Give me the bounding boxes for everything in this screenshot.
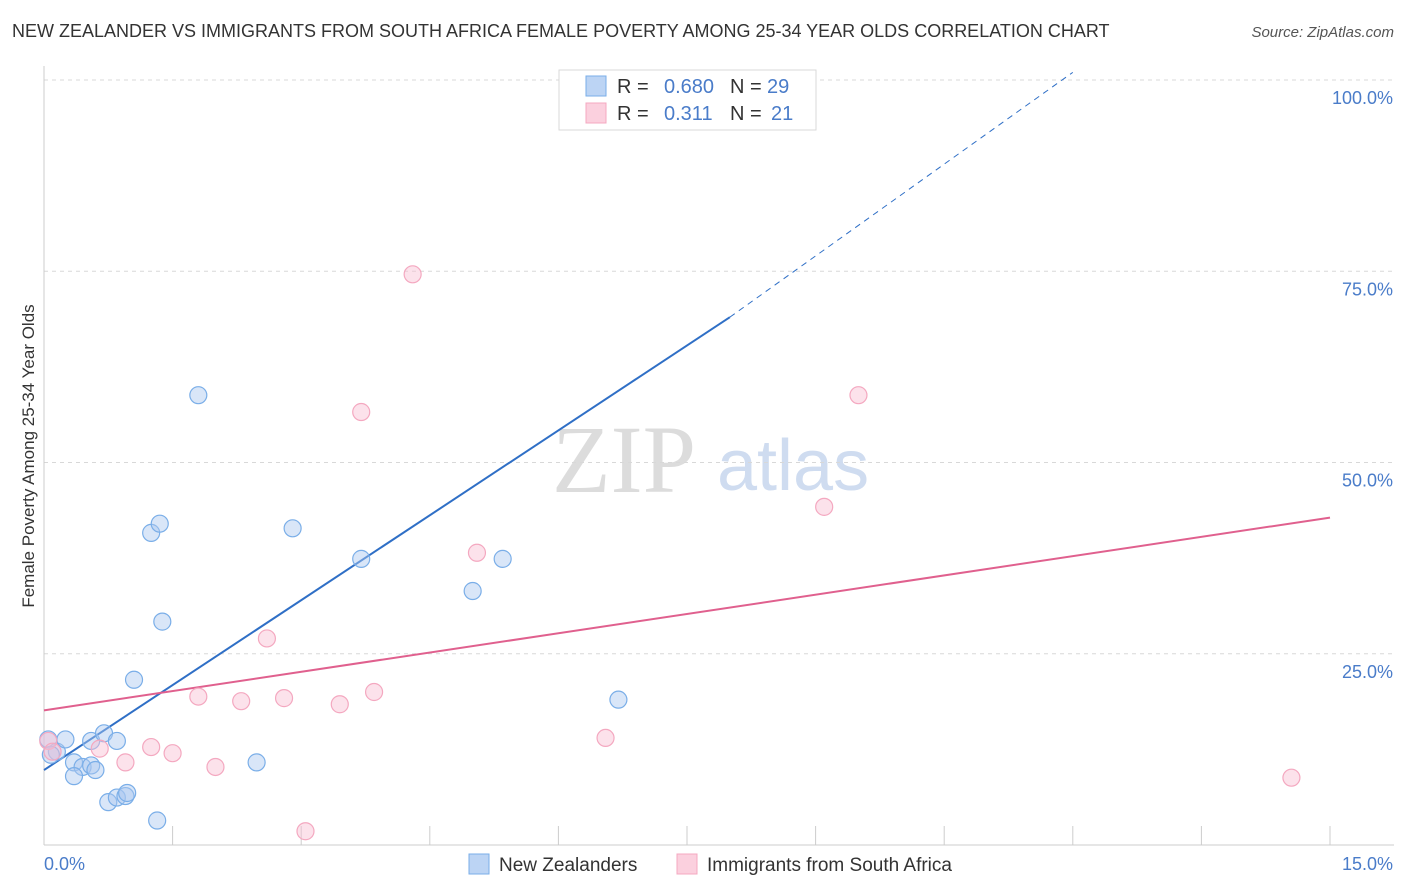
data-point-series-0: [609, 690, 628, 709]
trend-line-extension-series-0: [729, 71, 1074, 318]
y-tick-label: 100.0%: [1332, 88, 1393, 108]
svg-text:N =: N =: [730, 76, 762, 98]
legend-n-new-zealanders: 29: [767, 76, 789, 98]
data-point-series-1: [116, 753, 135, 772]
data-point-series-0: [56, 730, 75, 749]
y-axis-label: Female Poverty Among 25-34 Year Olds: [19, 304, 38, 607]
trend-line-series-1: [43, 516, 1331, 712]
data-point-series-0: [463, 581, 482, 601]
bottom-legend-swatch-new-zealanders: [468, 853, 490, 875]
axes: [43, 66, 1394, 846]
data-point-series-0: [64, 767, 84, 786]
legend-n-immigrants: 21: [771, 103, 793, 125]
data-point-series-1: [364, 682, 384, 702]
data-point-series-1: [403, 265, 422, 284]
data-point-series-1: [142, 737, 161, 757]
data-point-series-0: [153, 612, 172, 631]
x-tick-label-min: 0.0%: [44, 854, 85, 874]
data-point-series-0: [352, 549, 371, 568]
data-point-series-1: [90, 739, 109, 758]
data-point-series-1: [257, 629, 277, 648]
bottom-legend: New Zealanders Immigrants from South Afr…: [468, 853, 952, 876]
data-point-series-1: [352, 402, 371, 422]
grid: [44, 79, 1394, 655]
data-point-series-0: [124, 670, 144, 689]
data-point-series-1: [39, 731, 58, 751]
svg-text:R =: R =: [617, 103, 649, 125]
data-point-series-0: [148, 811, 167, 830]
data-point-series-1: [189, 687, 208, 706]
data-point-series-0: [41, 745, 60, 764]
data-point-series-1: [232, 692, 251, 711]
data-point-series-1: [330, 695, 349, 714]
data-point-series-0: [189, 386, 208, 405]
svg-text:R =: R =: [617, 76, 649, 98]
data-point-series-0: [64, 753, 84, 772]
watermark-zip: ZIP: [552, 406, 696, 513]
data-point-series-0: [150, 514, 169, 533]
bottom-legend-swatch-immigrants: [676, 853, 698, 875]
legend-box: R = 0.680 N = 29 R = 0.311 N = 21: [558, 69, 817, 131]
data-point-series-1: [206, 757, 225, 777]
data-point-series-0: [99, 793, 118, 812]
y-tick-label: 25.0%: [1342, 662, 1393, 682]
legend-swatch-new-zealanders: [585, 75, 607, 97]
data-point-series-1: [815, 497, 834, 516]
watermark: ZIP atlas: [552, 406, 869, 513]
data-point-series-1: [1282, 768, 1301, 787]
legend-r-new-zealanders: 0.680: [664, 76, 714, 98]
data-point-series-1: [467, 543, 487, 562]
trend-line-series-0: [43, 316, 731, 771]
data-point-series-1: [43, 742, 62, 761]
data-point-series-1: [274, 689, 294, 708]
trend-lines: [43, 71, 1331, 771]
data-point-series-1: [596, 728, 615, 748]
data-point-series-0: [283, 519, 302, 538]
data-point-series-1: [296, 822, 315, 841]
chart-source: Source: ZipAtlas.com: [1251, 24, 1394, 41]
data-point-series-1: [849, 386, 868, 405]
data-point-series-0: [493, 549, 512, 568]
bottom-legend-label-new-zealanders: New Zealanders: [499, 855, 637, 876]
watermark-atlas: atlas: [717, 426, 869, 506]
svg-text:N =: N =: [730, 103, 762, 125]
legend-swatch-immigrants: [585, 102, 607, 124]
bottom-legend-label-immigrants: Immigrants from South Africa: [707, 855, 952, 876]
data-point-series-0: [107, 731, 126, 751]
chart-title: NEW ZEALANDER VS IMMIGRANTS FROM SOUTH A…: [12, 21, 1110, 41]
legend-r-immigrants: 0.311: [664, 103, 713, 125]
data-point-series-1: [163, 744, 182, 763]
x-tick-label-max: 15.0%: [1342, 854, 1393, 874]
y-tick-label: 75.0%: [1342, 279, 1393, 299]
data-point-series-0: [116, 786, 135, 806]
y-tick-label: 50.0%: [1342, 471, 1393, 491]
data-point-series-0: [86, 760, 105, 780]
data-point-series-0: [118, 783, 137, 803]
data-point-series-0: [247, 753, 266, 772]
y-tick-labels: 25.0% 50.0% 75.0% 100.0%: [1332, 88, 1393, 682]
